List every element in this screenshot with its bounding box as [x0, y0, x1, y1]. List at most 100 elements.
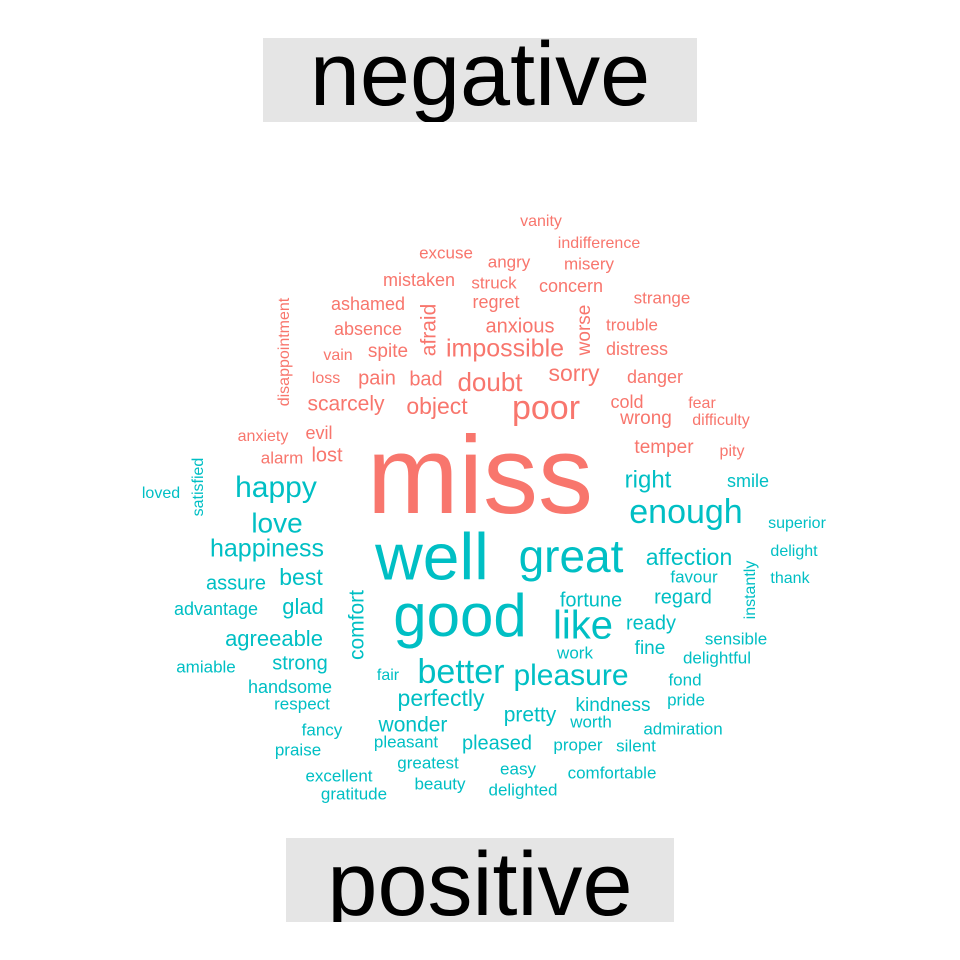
positive-word-admiration: admiration [643, 719, 722, 738]
positive-word-like: like [553, 604, 613, 648]
negative-word-absence: absence [334, 319, 402, 339]
positive-word-proper: proper [553, 735, 602, 754]
positive-word-pride: pride [667, 690, 705, 709]
negative-word-spite: spite [368, 341, 408, 362]
negative-word-anxiety: anxiety [238, 428, 289, 445]
negative-word-doubt: doubt [457, 367, 523, 397]
negative-word-sorry: sorry [548, 360, 600, 386]
positive-word-fond: fond [668, 670, 701, 689]
positive-word-work: work [556, 643, 593, 662]
positive-word-love: love [251, 507, 302, 538]
positive-word-better: better [418, 653, 505, 691]
negative-word-distress: distress [606, 339, 668, 359]
negative-word-indifference: indifference [558, 235, 641, 252]
positive-word-best: best [279, 564, 323, 590]
negative-group-label: negative [263, 38, 697, 122]
positive-word-glad: glad [282, 594, 324, 619]
positive-word-agreeable: agreeable [225, 626, 323, 651]
positive-word-thank: thank [770, 570, 810, 587]
positive-word-respect: respect [274, 694, 330, 713]
positive-word-excellent: excellent [305, 766, 372, 785]
positive-word-instantly: instantly [742, 561, 759, 620]
positive-word-pleasure: pleasure [513, 659, 628, 692]
negative-word-vanity: vanity [520, 213, 562, 230]
negative-word-bad: bad [409, 368, 442, 390]
negative-word-miss: miss [367, 414, 593, 537]
positive-word-gratitude: gratitude [321, 784, 387, 803]
positive-word-ready: ready [626, 612, 676, 634]
positive-word-favour: favour [670, 567, 718, 586]
positive-word-worth: worth [569, 712, 612, 731]
negative-word-loss: loss [312, 370, 340, 387]
negative-word-excuse: excuse [419, 243, 473, 262]
negative-word-temper: temper [634, 437, 694, 458]
positive-word-wonder: wonder [378, 714, 448, 737]
positive-word-fair: fair [377, 667, 400, 684]
negative-word-difficulty: difficulty [692, 412, 750, 429]
positive-word-beauty: beauty [414, 774, 466, 793]
negative-word-disappointment: disappointment [276, 297, 293, 406]
negative-word-struck: struck [471, 273, 517, 292]
positive-word-superior: superior [768, 515, 826, 532]
negative-word-danger: danger [627, 367, 683, 387]
positive-word-fine: fine [635, 638, 666, 659]
positive-label-text: positive [327, 838, 633, 922]
positive-word-loved: loved [142, 485, 180, 502]
negative-word-regret: regret [472, 292, 519, 312]
negative-word-worse: worse [574, 305, 595, 357]
positive-word-great: great [519, 530, 624, 582]
positive-word-greatest: greatest [397, 753, 459, 772]
positive-word-comfort: comfort [346, 590, 369, 660]
negative-word-impossible: impossible [446, 335, 564, 363]
negative-word-pity: pity [720, 443, 745, 460]
positive-word-happiness: happiness [210, 535, 324, 563]
negative-label-text: negative [309, 38, 651, 122]
positive-word-assure: assure [206, 572, 266, 594]
negative-word-trouble: trouble [606, 315, 658, 334]
positive-group-label: positive [286, 838, 674, 922]
negative-word-anxious: anxious [486, 315, 555, 337]
positive-word-satisfied: satisfied [190, 458, 207, 517]
positive-word-fancy: fancy [302, 720, 343, 739]
negative-word-ashamed: ashamed [331, 294, 405, 314]
negative-word-angry: angry [488, 252, 531, 271]
negative-word-fear: fear [688, 395, 716, 412]
positive-word-comfortable: comfortable [568, 763, 657, 782]
negative-word-afraid: afraid [418, 304, 441, 357]
positive-word-well: well [374, 519, 489, 593]
negative-word-pain: pain [358, 367, 396, 389]
positive-word-happy: happy [235, 471, 317, 504]
positive-word-praise: praise [275, 740, 321, 759]
positive-word-right: right [625, 466, 672, 493]
positive-word-easy: easy [500, 759, 536, 778]
positive-word-pretty: pretty [504, 704, 557, 727]
negative-word-concern: concern [539, 276, 603, 296]
negative-word-poor: poor [512, 389, 580, 427]
negative-word-cold: cold [610, 392, 643, 412]
positive-word-silent: silent [616, 736, 656, 755]
positive-word-advantage: advantage [174, 599, 258, 619]
positive-word-kindness: kindness [576, 695, 651, 716]
negative-word-wrong: wrong [619, 408, 672, 429]
negative-word-evil: evil [305, 423, 332, 443]
positive-word-sensible: sensible [705, 629, 767, 648]
negative-word-lost: lost [311, 444, 343, 466]
positive-word-strong: strong [272, 652, 328, 674]
negative-word-strange: strange [634, 288, 691, 307]
positive-word-handsome: handsome [248, 677, 332, 697]
negative-word-misery: misery [564, 254, 615, 273]
positive-word-smile: smile [727, 471, 769, 491]
positive-word-good: good [393, 582, 526, 649]
positive-word-delight: delight [770, 543, 818, 560]
positive-word-fortune: fortune [560, 589, 622, 611]
positive-word-delightful: delightful [683, 648, 751, 667]
positive-word-pleasant: pleasant [374, 732, 439, 751]
negative-word-object: object [406, 393, 468, 419]
positive-word-perfectly: perfectly [398, 685, 485, 711]
negative-word-scarcely: scarcely [307, 393, 385, 416]
positive-word-affection: affection [646, 544, 733, 570]
positive-word-amiable: amiable [176, 657, 236, 676]
negative-word-mistaken: mistaken [383, 270, 455, 290]
positive-word-pleased: pleased [462, 732, 532, 754]
